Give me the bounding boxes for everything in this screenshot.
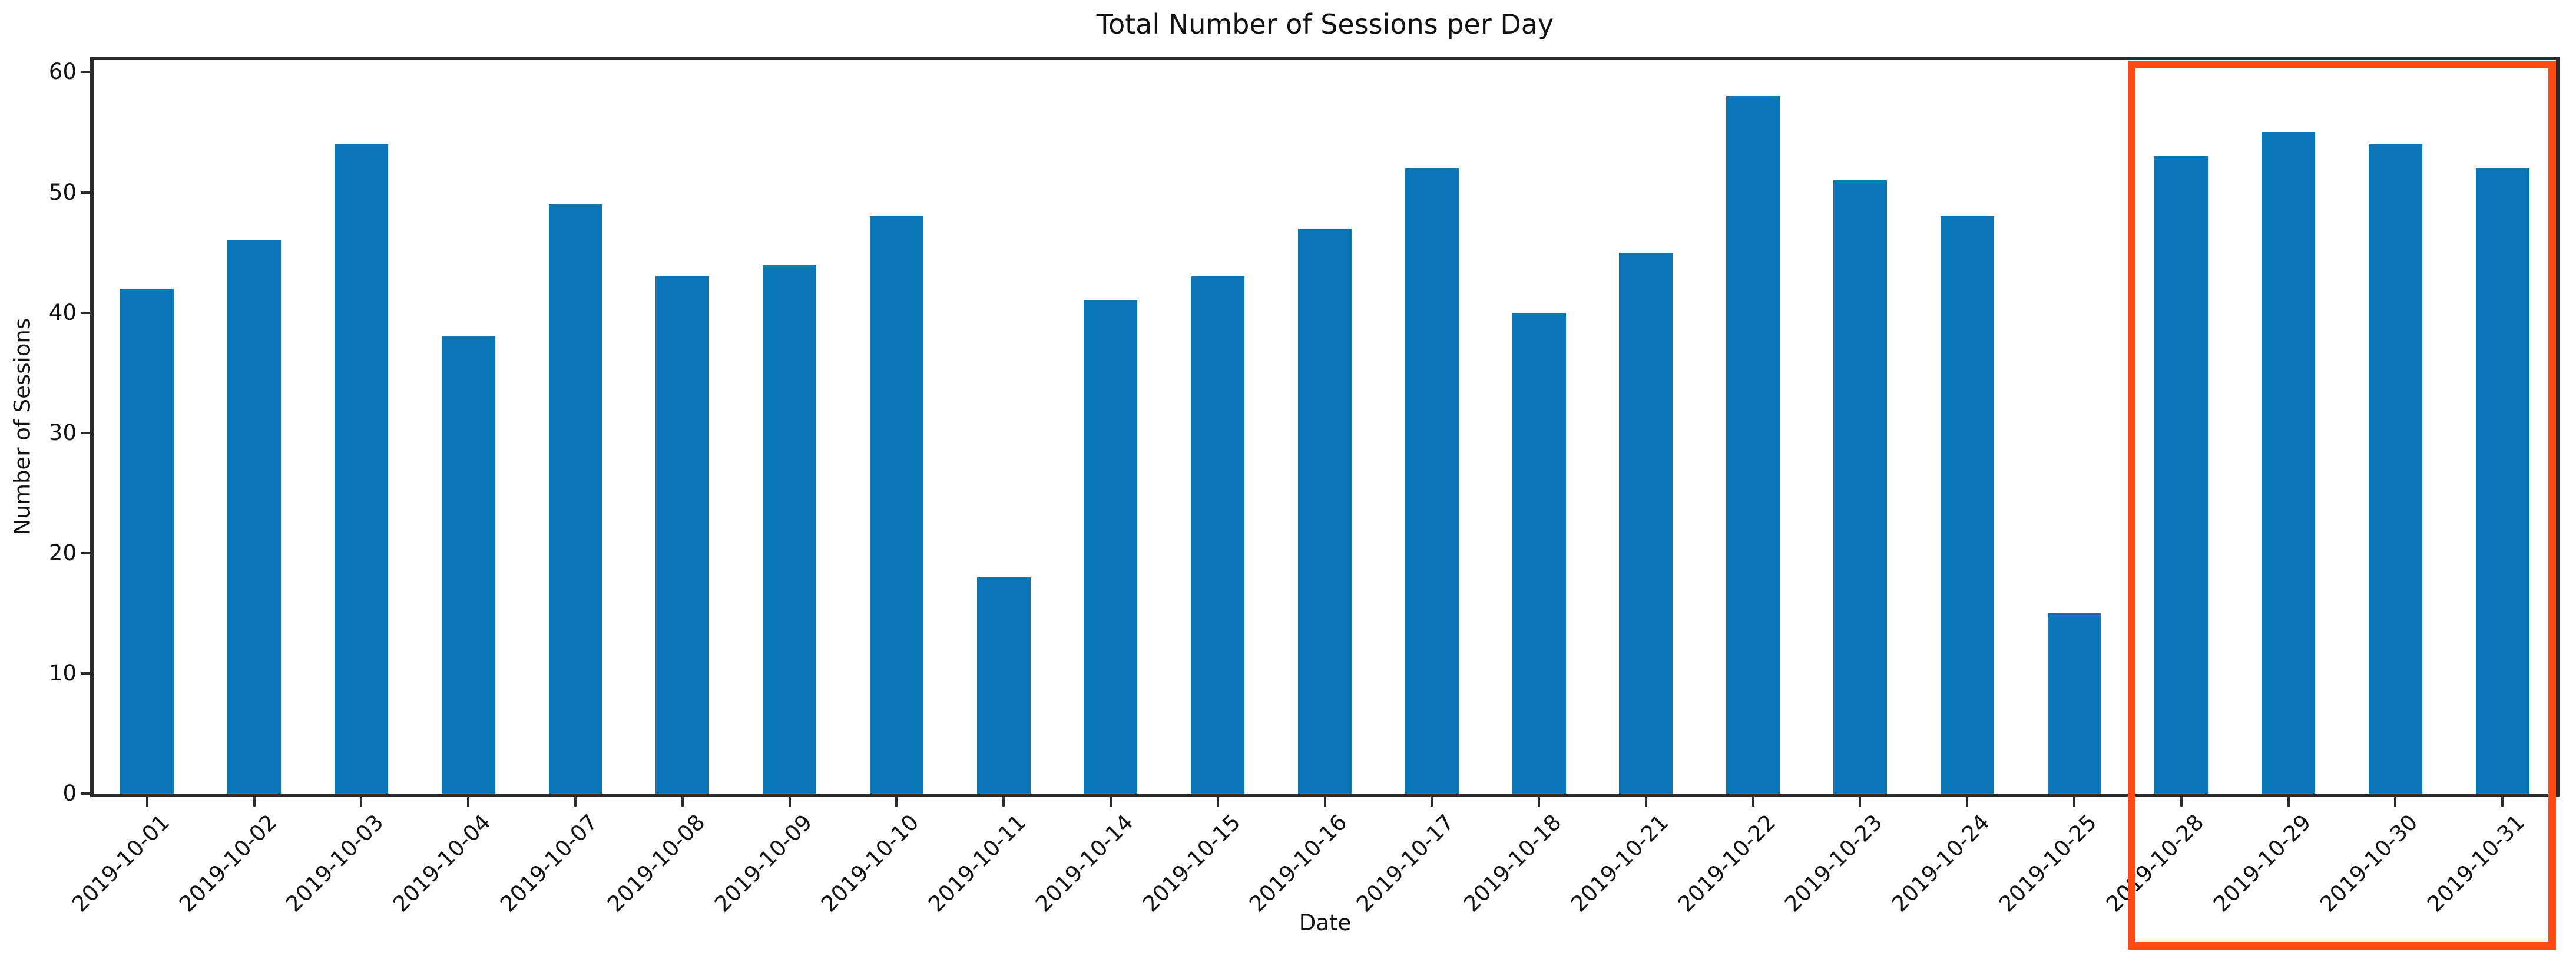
x-tick-label: 2019-10-02 bbox=[174, 809, 282, 917]
chart-title: Total Number of Sessions per Day bbox=[1096, 8, 1554, 40]
x-tick bbox=[1323, 797, 1326, 807]
x-tick-label: 2019-10-16 bbox=[1244, 809, 1352, 917]
x-tick-label: 2019-10-03 bbox=[281, 809, 389, 917]
bar bbox=[120, 288, 174, 794]
bar bbox=[1405, 168, 1459, 794]
bar bbox=[2262, 132, 2315, 794]
bar bbox=[227, 240, 282, 794]
x-tick bbox=[1002, 797, 1005, 807]
x-tick-label: 2019-10-11 bbox=[923, 809, 1031, 917]
x-tick-label: 2019-10-21 bbox=[1565, 809, 1674, 917]
bar bbox=[1940, 216, 1994, 794]
x-tick-label: 2019-10-01 bbox=[67, 809, 175, 917]
bar bbox=[1833, 180, 1887, 794]
bar bbox=[2047, 613, 2101, 794]
bar bbox=[1298, 228, 1352, 794]
y-axis-label: Number of Sessions bbox=[9, 318, 35, 536]
y-tick bbox=[81, 311, 90, 314]
y-tick bbox=[81, 672, 90, 675]
x-tick bbox=[145, 797, 148, 807]
x-tick bbox=[1216, 797, 1219, 807]
x-tick bbox=[2180, 797, 2183, 807]
bar bbox=[763, 264, 817, 794]
y-tick bbox=[81, 71, 90, 74]
x-tick bbox=[1966, 797, 1969, 807]
x-tick bbox=[1644, 797, 1647, 807]
x-tick-label: 2019-10-08 bbox=[602, 809, 710, 917]
bar bbox=[976, 577, 1031, 794]
x-tick-label: 2019-10-09 bbox=[709, 809, 817, 917]
x-tick bbox=[1109, 797, 1112, 807]
bar bbox=[548, 204, 602, 794]
x-tick-label: 2019-10-17 bbox=[1352, 809, 1459, 917]
x-tick-label: 2019-10-24 bbox=[1887, 809, 1995, 917]
bar bbox=[1512, 312, 1566, 794]
x-tick bbox=[1431, 797, 1433, 807]
x-tick bbox=[253, 797, 256, 807]
x-tick bbox=[467, 797, 470, 807]
bar bbox=[2368, 144, 2422, 794]
y-tick bbox=[81, 792, 90, 795]
bar bbox=[1726, 96, 1780, 794]
bar bbox=[2475, 168, 2529, 794]
x-tick bbox=[2394, 797, 2397, 807]
y-tick-label: 0 bbox=[62, 781, 77, 806]
x-tick-label: 2019-10-14 bbox=[1030, 809, 1138, 917]
x-tick-label: 2019-10-07 bbox=[495, 809, 603, 917]
y-tick-label: 20 bbox=[48, 540, 77, 566]
x-tick bbox=[2287, 797, 2290, 807]
bar bbox=[335, 144, 388, 794]
y-tick-label: 60 bbox=[48, 59, 77, 85]
y-tick-label: 30 bbox=[48, 419, 77, 445]
y-tick bbox=[81, 551, 90, 554]
x-tick bbox=[2072, 797, 2075, 807]
x-tick bbox=[360, 797, 363, 807]
highlight-rectangle bbox=[2127, 61, 2556, 950]
x-tick-label: 2019-10-23 bbox=[1780, 809, 1888, 917]
x-tick bbox=[1751, 797, 1754, 807]
bar bbox=[1619, 252, 1673, 794]
x-tick bbox=[1859, 797, 1862, 807]
x-tick-label: 2019-10-04 bbox=[388, 809, 496, 917]
x-tick bbox=[1538, 797, 1541, 807]
bar bbox=[2154, 156, 2209, 794]
x-axis-label: Date bbox=[1299, 910, 1352, 936]
y-tick-label: 10 bbox=[48, 660, 77, 686]
bar bbox=[869, 216, 923, 794]
bar bbox=[441, 336, 495, 794]
x-tick bbox=[788, 797, 791, 807]
y-tick bbox=[81, 191, 90, 194]
x-tick-label: 2019-10-25 bbox=[1994, 809, 2102, 917]
bar bbox=[1191, 276, 1245, 794]
x-tick-label: 2019-10-10 bbox=[816, 809, 924, 917]
x-tick-label: 2019-10-15 bbox=[1137, 809, 1246, 917]
y-tick-label: 50 bbox=[48, 179, 77, 205]
x-tick bbox=[681, 797, 684, 807]
x-tick bbox=[895, 797, 898, 807]
y-tick-label: 40 bbox=[48, 299, 77, 325]
x-tick-label: 2019-10-22 bbox=[1673, 809, 1781, 917]
bar bbox=[655, 276, 710, 794]
x-tick bbox=[574, 797, 577, 807]
x-tick bbox=[2501, 797, 2504, 807]
y-tick bbox=[81, 431, 90, 434]
bar bbox=[1084, 300, 1138, 794]
x-tick-label: 2019-10-18 bbox=[1459, 809, 1567, 917]
